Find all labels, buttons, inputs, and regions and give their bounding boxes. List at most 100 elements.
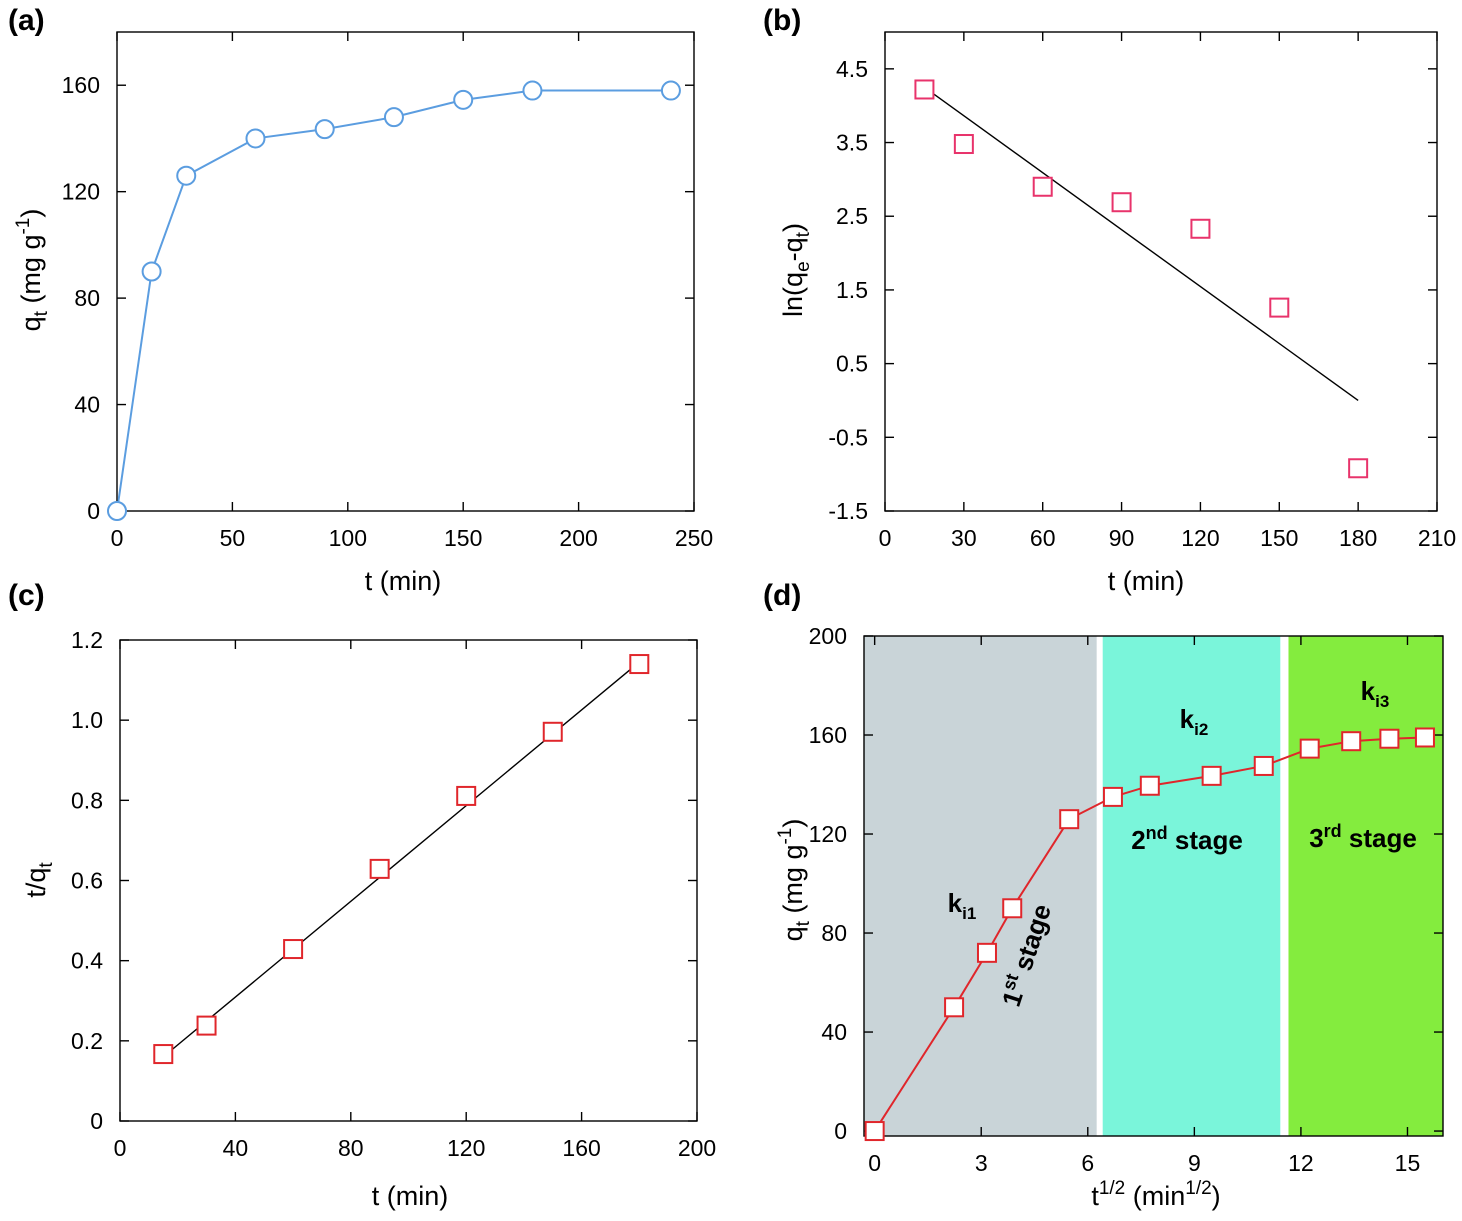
chart-d-stage-3-label: 3rd stage [1309, 821, 1417, 853]
chart-b-x-tick-label: 30 [951, 525, 977, 551]
chart-a-x-axis-label: t (min) [365, 566, 442, 596]
chart-a-series-line [116, 89, 671, 512]
chart-d-data-point [1379, 728, 1400, 749]
chart-a-data-point [660, 80, 681, 101]
chart-d-x-axis-label: t1/2 (min1/2) [1091, 1178, 1220, 1211]
chart-c-y-tick-label: 0.6 [71, 868, 103, 894]
chart-b-x-tick-label: 60 [1030, 525, 1056, 551]
chart-b-data-point [1348, 458, 1369, 479]
chart-b-y-tick-label: 0.5 [836, 351, 868, 377]
chart-d-y-tick-label: 200 [809, 623, 847, 649]
chart-d-stage-2-band [1102, 636, 1281, 1136]
chart-d-x-tick-label: 15 [1395, 1150, 1421, 1176]
chart-d-data-point [1002, 898, 1023, 919]
chart-a-x-tick-label: 100 [329, 525, 367, 551]
chart-a-x-tick-label: 0 [111, 525, 124, 551]
panel-label-b: (b) [763, 4, 801, 37]
chart-d-data-point [1253, 755, 1274, 776]
chart-a-plot: 0 50 100 150 200 250 0 40 80 120 160 [62, 31, 713, 551]
chart-a-x-tick-label: 50 [220, 525, 246, 551]
chart-c-x-axis-label: t (min) [372, 1181, 449, 1211]
chart-c-data-point [369, 858, 390, 879]
chart-c-x-tick-label: 200 [678, 1135, 716, 1161]
chart-c-y-tick-label: 0.4 [71, 948, 103, 974]
chart-c-x-tick-label: 120 [447, 1135, 485, 1161]
chart-b-fit-line [924, 86, 1359, 402]
chart-d-x-tick-label: 6 [1081, 1150, 1094, 1176]
chart-d-k-i3-label: ki3 [1361, 676, 1390, 711]
chart-b-data-point [1190, 218, 1211, 239]
chart-c-data-point [196, 1015, 217, 1036]
chart-c-y-axis-label: t/qt [21, 862, 57, 898]
panel-label-d: (d) [763, 579, 801, 612]
chart-c-y-tick-label: 1.2 [71, 627, 103, 653]
chart-d-stage-1-band [864, 636, 1097, 1136]
chart-c-data-point [456, 785, 477, 806]
chart-b-data-point [914, 79, 935, 100]
chart-d-y-axis-label: qt (mg g-1) [775, 819, 814, 942]
chart-d-data-point [1059, 809, 1080, 830]
chart-a-data-point [383, 107, 404, 128]
chart-d-x-tick-label: 0 [868, 1150, 881, 1176]
chart-b-data-point [1032, 176, 1053, 197]
chart-d-x-tick-label: 12 [1288, 1150, 1314, 1176]
chart-c-y-tick-label: 0.2 [71, 1028, 103, 1054]
chart-d-k-i2-label: ki2 [1180, 704, 1209, 739]
chart-c-data-point [283, 939, 304, 960]
chart-a-data-point [314, 119, 335, 140]
chart-b-frame [884, 31, 1438, 512]
chart-d-y-tick-label: 40 [821, 1019, 847, 1045]
chart-b-x-tick-label: 150 [1260, 525, 1298, 551]
chart-a-frame [116, 31, 695, 512]
chart-c-x-tick-label: 160 [562, 1135, 600, 1161]
chart-a-y-tick-label: 160 [62, 72, 100, 98]
chart-a-y-tick-label: 120 [62, 179, 100, 205]
chart-b-x-tick-label: 90 [1109, 525, 1135, 551]
chart-d-stage-3-band [1288, 636, 1443, 1136]
chart-a-y-tick-label: 0 [87, 498, 100, 524]
chart-b-y-tick-label: 2.5 [836, 203, 868, 229]
panel-label-c: (c) [8, 579, 45, 612]
panel-label-a: (a) [8, 4, 45, 37]
chart-d-y-tick-label: 120 [809, 821, 847, 847]
chart-d-data-point [1102, 786, 1123, 807]
chart-c-x-tick-label: 80 [338, 1135, 364, 1161]
chart-b-y-tick-label: 4.5 [836, 56, 868, 82]
chart-b-y-tick-label: 3.5 [836, 130, 868, 156]
chart-b-data-point [1269, 297, 1290, 318]
chart-c-y-tick-label: 1.0 [71, 707, 103, 733]
chart-c-data-point [153, 1044, 174, 1065]
chart-a-y-tick-label: 80 [74, 285, 100, 311]
chart-c-x-tick-label: 40 [223, 1135, 249, 1161]
chart-a-x-tick-label: 250 [675, 525, 713, 551]
chart-d-data-point [1341, 731, 1362, 752]
chart-a-data-point [141, 261, 162, 282]
chart-c-y-tick-label: 0.8 [71, 787, 103, 813]
chart-a-x-tick-label: 150 [444, 525, 482, 551]
chart-b-x-tick-label: 120 [1181, 525, 1219, 551]
chart-d-data-point [1139, 775, 1160, 796]
chart-d-data-point [1414, 727, 1435, 748]
chart-a-data-point [522, 80, 543, 101]
chart-b-y-tick-label: 1.5 [836, 277, 868, 303]
chart-b-data-point [953, 134, 974, 155]
chart-a-data-point [176, 165, 197, 186]
chart-d-y-tick-label: 160 [809, 722, 847, 748]
chart-b-x-tick-label: 180 [1339, 525, 1377, 551]
chart-c-frame [119, 639, 698, 1122]
chart-c-x-tick-label: 0 [114, 1135, 127, 1161]
chart-b-y-tick-label: -0.5 [828, 424, 868, 450]
chart-c-data-point [629, 654, 650, 675]
chart-d-data-point [1299, 738, 1320, 759]
chart-c-y-tick-label: 0 [90, 1108, 103, 1134]
chart-c-plot: 0 40 80 120 160 200 0 0.2 0.4 0.6 0.8 1.0 1.2 [71, 627, 716, 1161]
chart-d-y-tick-label: 0 [834, 1118, 847, 1144]
chart-b-data-point [1111, 192, 1132, 213]
chart-b-y-axis-label: ln(qe-qt) [778, 223, 814, 317]
chart-d-data-point [1201, 765, 1222, 786]
chart-b-y-tick-label: -1.5 [828, 498, 868, 524]
chart-a-data-point [453, 89, 474, 110]
chart-d-data-point [944, 997, 965, 1018]
